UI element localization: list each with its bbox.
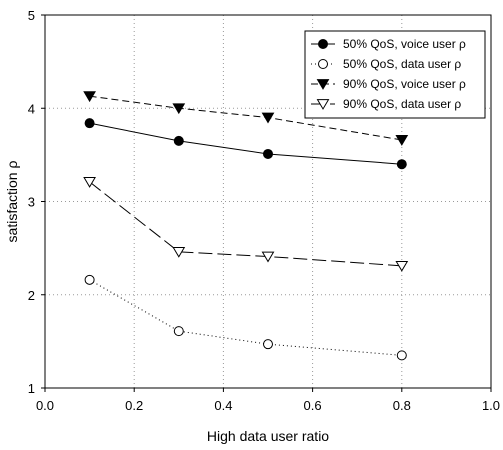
data-point bbox=[261, 251, 275, 263]
data-point bbox=[84, 274, 95, 285]
x-tick-label: 0.2 bbox=[125, 398, 143, 413]
data-point bbox=[261, 112, 275, 124]
legend-marker bbox=[318, 39, 328, 49]
x-axis-label: High data user ratio bbox=[207, 428, 329, 444]
y-tick-label: 5 bbox=[28, 8, 35, 23]
data-point bbox=[263, 148, 273, 159]
data-point bbox=[395, 260, 409, 272]
data-point bbox=[395, 135, 409, 146]
series-line bbox=[89, 279, 402, 356]
legend-entry-label: 90% QoS, data user ρ bbox=[343, 97, 461, 111]
y-tick-label: 2 bbox=[28, 288, 35, 303]
series-1 bbox=[84, 118, 407, 170]
data-point bbox=[263, 339, 273, 350]
data-point bbox=[172, 246, 186, 258]
data-point bbox=[173, 326, 184, 337]
y-axis-label: satisfaction ρ bbox=[4, 161, 20, 243]
data-point bbox=[83, 177, 96, 188]
data-point bbox=[83, 91, 96, 103]
legend-marker bbox=[318, 59, 328, 69]
series-3 bbox=[83, 91, 409, 146]
legend-entry-label: 50% QoS, data user ρ bbox=[343, 57, 461, 71]
data-point bbox=[84, 118, 95, 129]
series-line bbox=[89, 95, 402, 141]
x-tick-label: 0.4 bbox=[214, 398, 232, 413]
data-point bbox=[173, 135, 184, 146]
series-line bbox=[89, 122, 402, 165]
y-tick-label: 1 bbox=[28, 381, 35, 396]
data-point bbox=[396, 350, 407, 361]
y-tick-label: 3 bbox=[28, 195, 35, 210]
legend-entry-label: 50% QoS, voice user ρ bbox=[343, 37, 466, 51]
series-layer bbox=[83, 91, 409, 361]
x-tick-label: 0.0 bbox=[36, 398, 54, 413]
x-tick-label: 0.8 bbox=[393, 398, 411, 413]
x-tick-label: 0.6 bbox=[304, 398, 322, 413]
series-line bbox=[89, 181, 402, 267]
series-4 bbox=[83, 177, 409, 272]
data-point bbox=[172, 103, 186, 115]
series-2 bbox=[84, 274, 407, 361]
data-point bbox=[396, 159, 407, 170]
x-tick-label: 1.0 bbox=[482, 398, 500, 413]
legend-marker bbox=[316, 99, 330, 110]
y-tick-label: 4 bbox=[28, 101, 35, 116]
axis-ticks: 0.0 0.2 0.4 0.6 0.8 1.0 1 2 3 4 5 bbox=[28, 8, 500, 413]
legend-entry-label: 90% QoS, voice user ρ bbox=[343, 77, 466, 91]
legend-marker bbox=[316, 79, 330, 90]
legend: 50% QoS, voice user ρ 50% QoS, data user … bbox=[304, 30, 486, 119]
